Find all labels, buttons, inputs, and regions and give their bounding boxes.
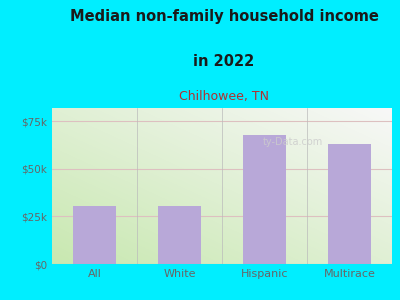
Bar bbox=[158, 206, 201, 264]
Text: in 2022: in 2022 bbox=[193, 54, 255, 69]
Text: Median non-family household income: Median non-family household income bbox=[70, 9, 378, 24]
Text: ty-Data.com: ty-Data.com bbox=[263, 137, 323, 147]
Text: Chilhowee, TN: Chilhowee, TN bbox=[179, 90, 269, 103]
Bar bbox=[328, 144, 371, 264]
Bar bbox=[73, 206, 116, 264]
Bar bbox=[243, 135, 286, 264]
